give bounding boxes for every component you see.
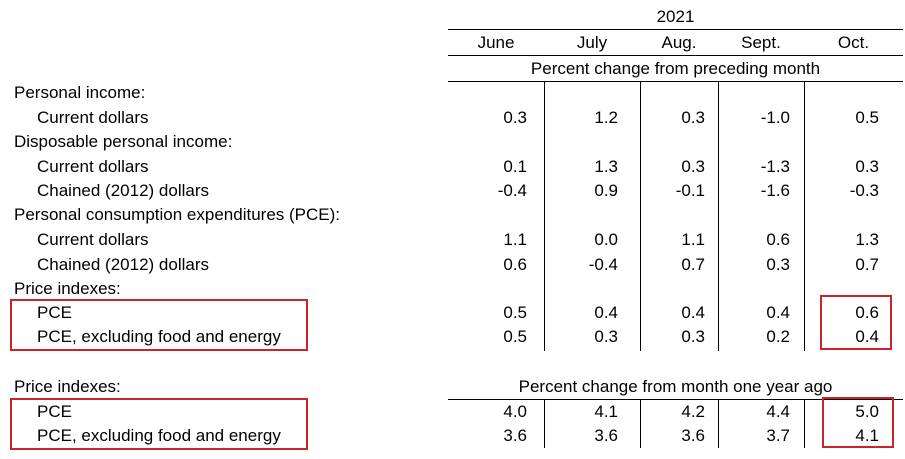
year-header: 2021 <box>656 7 695 26</box>
row-section-label: Personal income: <box>14 83 146 102</box>
value-cell: 0.1 <box>503 157 527 176</box>
row-sublabel: Current dollars <box>37 108 149 127</box>
highlight-box-yoy-labels <box>10 398 308 450</box>
col-divider-2 <box>640 81 641 351</box>
value-cell: 0.6 <box>855 303 879 322</box>
value-cell: -0.3 <box>849 181 879 200</box>
row-sublabel: PCE, excluding food and energy <box>37 327 281 346</box>
highlight-box-pce-labels <box>10 299 308 351</box>
value-cell: 1.2 <box>594 108 618 127</box>
yoy-row-label: PCE, excluding food and energy <box>37 426 281 445</box>
band-rule-monthly <box>448 81 903 82</box>
value-cell: -0.4 <box>588 255 618 274</box>
yoy-col-divider-4 <box>804 399 805 448</box>
yoy-value-cell: 4.4 <box>766 402 790 421</box>
yoy-row-label: PCE <box>37 402 72 421</box>
value-cell: 0.4 <box>681 303 705 322</box>
value-cell: 0.2 <box>766 327 790 346</box>
yoy-value-cell: 3.7 <box>766 426 790 445</box>
band-header-monthly: Percent change from preceding month <box>530 59 821 78</box>
row-sublabel: PCE <box>37 303 72 322</box>
row-sublabel: Chained (2012) dollars <box>37 255 209 274</box>
highlight-box-pce-oct <box>820 295 892 350</box>
value-cell: 0.3 <box>594 327 618 346</box>
yoy-value-cell: 5.0 <box>855 402 879 421</box>
row-section-label: Personal consumption expenditures (PCE): <box>14 205 340 224</box>
yoy-value-cell: 3.6 <box>681 426 705 445</box>
row-sublabel: Current dollars <box>37 230 149 249</box>
value-cell: 1.3 <box>594 157 618 176</box>
col-header-sept: Sept. <box>741 33 781 52</box>
value-cell: 0.0 <box>594 230 618 249</box>
col-divider-1 <box>544 81 545 351</box>
col-header-june: June <box>477 33 515 52</box>
value-cell: -0.1 <box>675 181 705 200</box>
value-cell: 0.4 <box>766 303 790 322</box>
value-cell: 0.4 <box>855 327 879 346</box>
band-header-yoy: Percent change from month one year ago <box>518 377 833 396</box>
yoy-col-divider-2 <box>640 399 641 448</box>
value-cell: 0.5 <box>855 108 879 127</box>
yoy-value-cell: 3.6 <box>503 426 527 445</box>
value-cell: -1.0 <box>760 108 790 127</box>
value-cell: 1.1 <box>681 230 705 249</box>
row-section-label: Disposable personal income: <box>14 132 233 151</box>
value-cell: 0.5 <box>503 303 527 322</box>
col-divider-3 <box>718 81 719 351</box>
yoy-col-divider-3 <box>718 399 719 448</box>
yoy-col-divider-1 <box>544 399 545 448</box>
col-header-july: July <box>576 33 608 52</box>
value-cell: 1.1 <box>503 230 527 249</box>
row-section-label: Price indexes: <box>14 279 121 298</box>
value-cell: 0.7 <box>855 255 879 274</box>
row-sublabel: Chained (2012) dollars <box>37 181 209 200</box>
col-divider-4 <box>804 81 805 351</box>
highlight-box-yoy-oct <box>822 397 894 448</box>
value-cell: 0.3 <box>681 108 705 127</box>
value-cell: 1.3 <box>855 230 879 249</box>
yoy-value-cell: 4.1 <box>594 402 618 421</box>
yoy-section-label: Price indexes: <box>14 377 121 396</box>
value-cell: 0.3 <box>855 157 879 176</box>
yoy-value-cell: 4.0 <box>503 402 527 421</box>
value-cell: 0.6 <box>503 255 527 274</box>
value-cell: 0.3 <box>681 157 705 176</box>
col-header-aug: Aug. <box>661 33 697 52</box>
value-cell: 0.3 <box>681 327 705 346</box>
value-cell: -1.3 <box>760 157 790 176</box>
value-cell: 0.9 <box>594 181 618 200</box>
value-cell: 0.7 <box>681 255 705 274</box>
yoy-value-cell: 4.1 <box>855 426 879 445</box>
value-cell: 0.5 <box>503 327 527 346</box>
value-cell: 0.3 <box>503 108 527 127</box>
col-header-oct: Oct. <box>837 33 870 52</box>
year-rule <box>448 29 903 30</box>
value-cell: 0.3 <box>766 255 790 274</box>
band-rule-yoy <box>448 399 903 400</box>
value-cell: 0.6 <box>766 230 790 249</box>
value-cell: -1.6 <box>760 181 790 200</box>
value-cell: -0.4 <box>497 181 527 200</box>
months-rule <box>448 55 903 56</box>
yoy-value-cell: 4.2 <box>681 402 705 421</box>
yoy-value-cell: 3.6 <box>594 426 618 445</box>
row-sublabel: Current dollars <box>37 157 149 176</box>
value-cell: 0.4 <box>594 303 618 322</box>
